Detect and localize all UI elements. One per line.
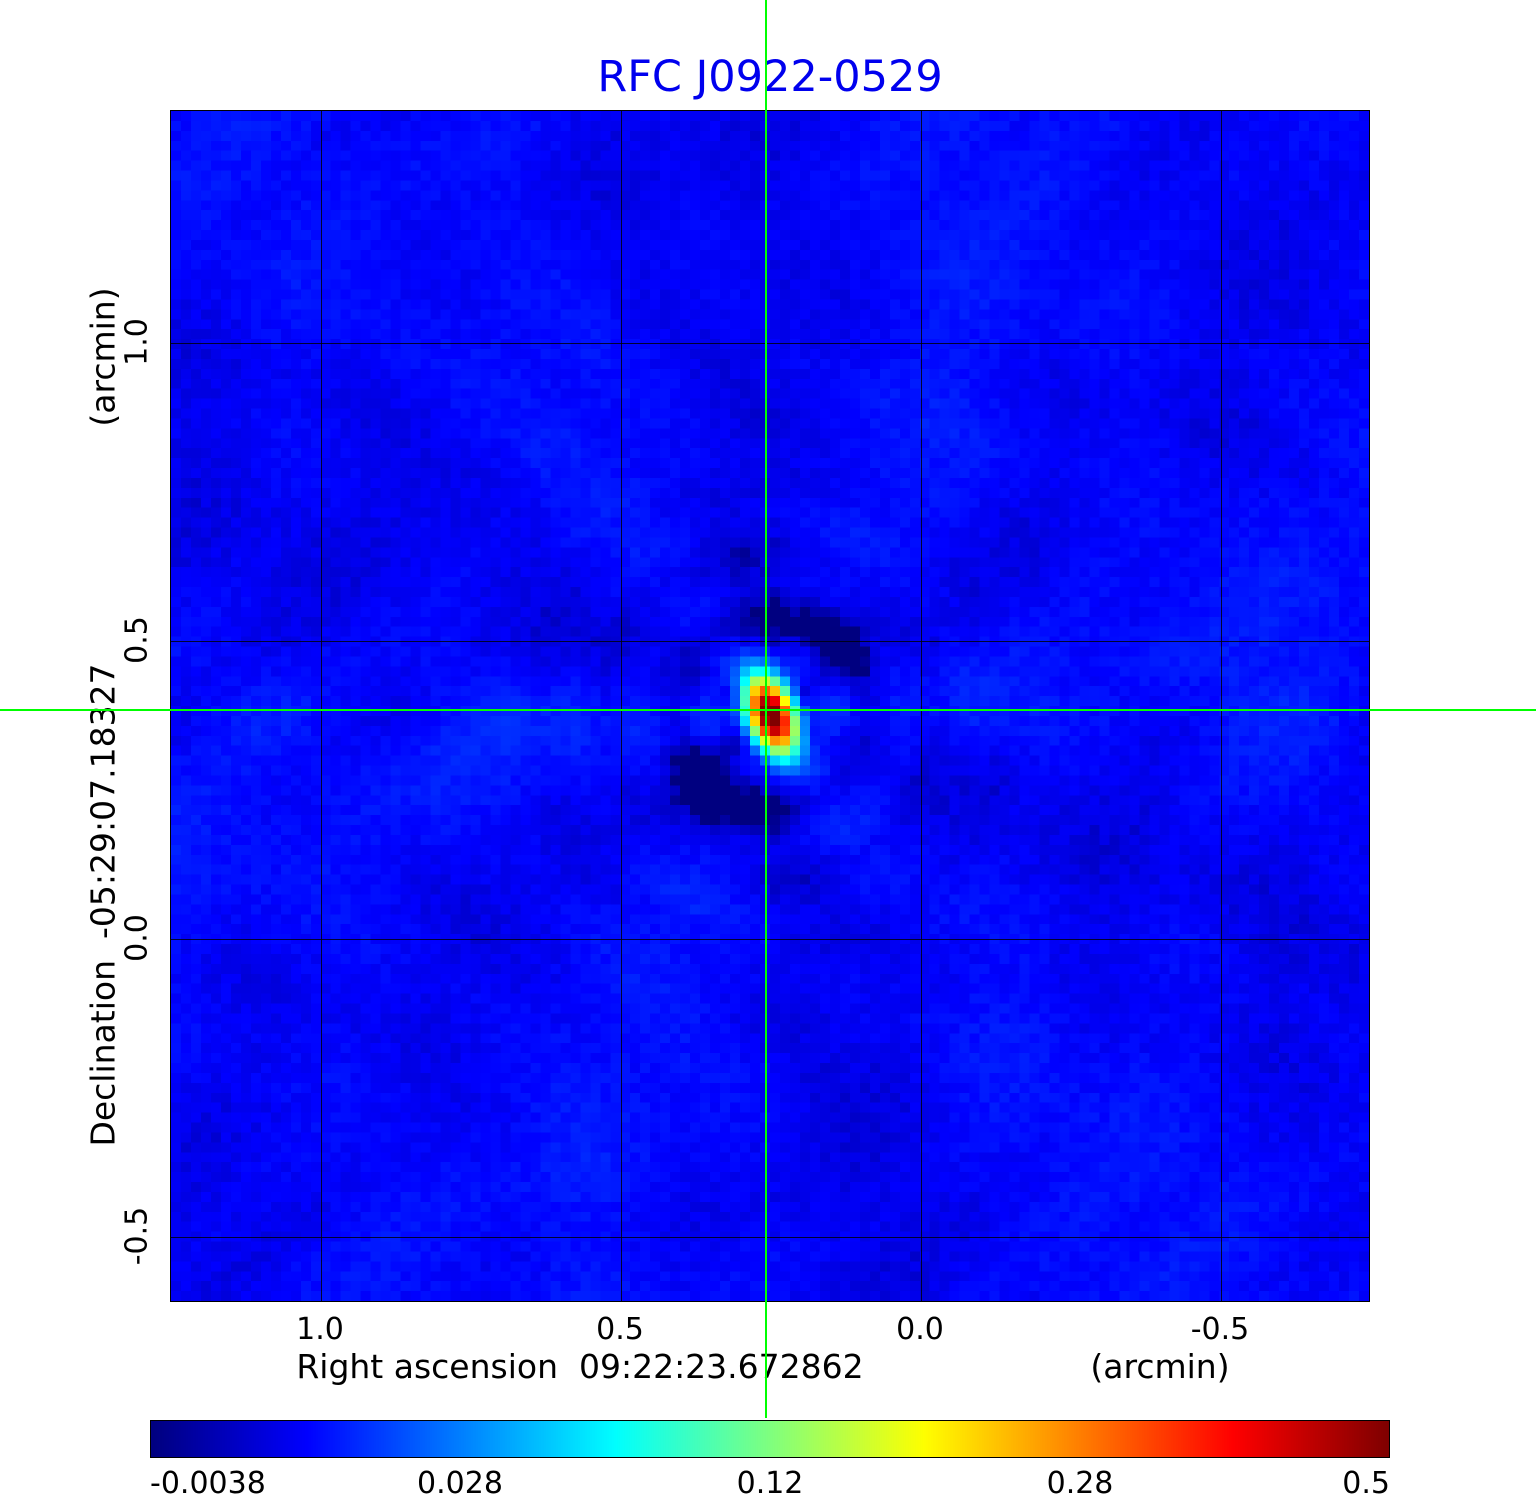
grid-line-horizontal <box>171 1237 1369 1239</box>
y-tick-label: -0.5 <box>119 1207 155 1266</box>
colorbar <box>150 1420 1390 1458</box>
plot-title: RFC J0922-0529 <box>597 52 943 102</box>
colorbar-tick-label: 0.12 <box>736 1466 804 1501</box>
grid-line-vertical <box>1221 111 1222 1301</box>
colorbar-tick-label: 0.28 <box>1046 1466 1114 1501</box>
x-tick-label: 0.5 <box>596 1312 644 1347</box>
plot-area <box>170 110 1370 1302</box>
colorbar-tick-label: 0.028 <box>417 1466 503 1501</box>
grid-line-horizontal <box>171 343 1369 345</box>
colorbar-tick-label: 0.5 <box>1342 1466 1390 1501</box>
grid-line-vertical <box>321 111 322 1301</box>
grid-line-vertical <box>921 111 922 1301</box>
x-tick-label: 0.0 <box>896 1312 944 1347</box>
y-tick-label: 0.5 <box>119 616 155 665</box>
crosshair-horizontal-line <box>0 709 1536 711</box>
grid-line-horizontal <box>171 641 1369 643</box>
heatmap-image <box>171 111 1369 1301</box>
x-tick-label: -0.5 <box>1190 1312 1250 1347</box>
x-axis-label: Right ascension 09:22:23.672862 <box>296 1347 864 1386</box>
x-axis-unit-label: (arcmin) <box>1090 1347 1230 1386</box>
grid-line-horizontal <box>171 939 1369 941</box>
y-axis-unit-label: (arcmin) <box>83 287 123 427</box>
y-tick-label: 1.0 <box>119 318 155 367</box>
grid-line-vertical <box>621 111 622 1301</box>
x-tick-label: 1.0 <box>296 1312 344 1347</box>
y-axis-label: Declination -05:29:07.18327 <box>83 663 123 1147</box>
y-tick-label: 0.0 <box>119 914 155 963</box>
colorbar-tick-label: -0.0038 <box>150 1466 266 1501</box>
